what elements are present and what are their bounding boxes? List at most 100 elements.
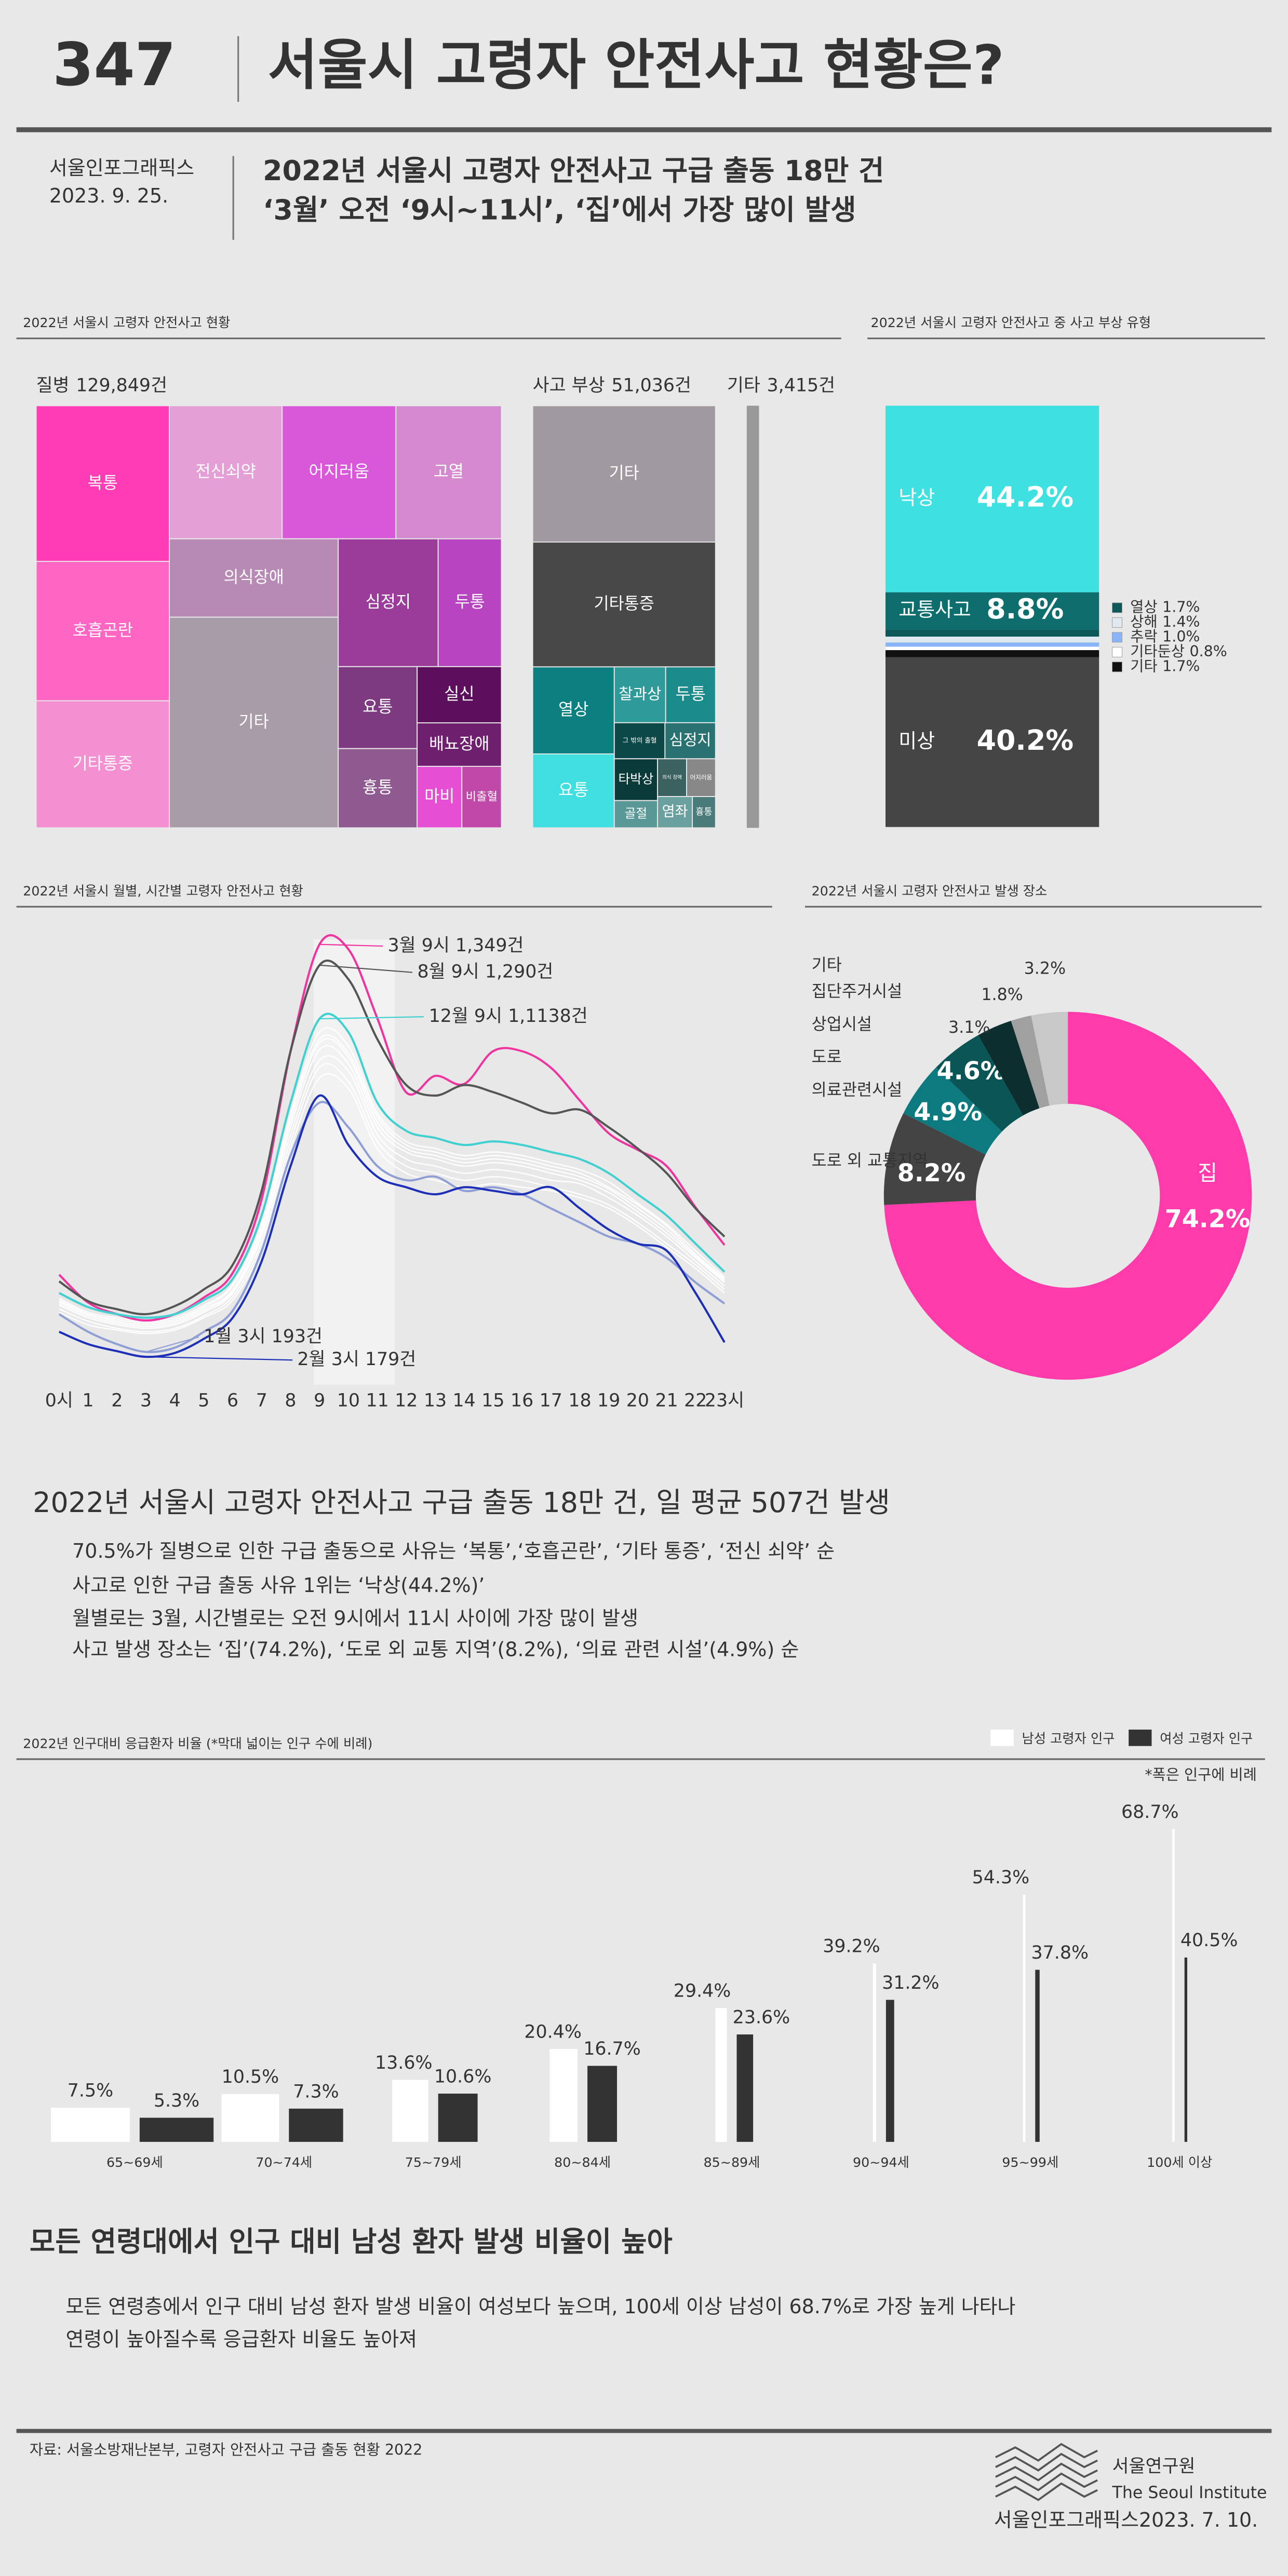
summary-item: 월별로는 3월, 시간별로는 오전 9시에서 11시 사이에 가장 많이 발생 (72, 1607, 638, 1630)
chart-title: 2022년 서울시 월별, 시간별 고령자 안전사고 현황 (23, 884, 303, 899)
treemap-cell (169, 538, 339, 618)
summary-title: 2022년 서울시 고령자 안전사고 구급 출동 18만 건, 일 평균 507… (33, 1486, 890, 1519)
x-tick-label: 3 (140, 1390, 152, 1411)
legend-label: 상해 1.4% (1130, 613, 1200, 630)
cell-label: 염좌 (662, 804, 688, 820)
x-tick-label: 8 (285, 1390, 296, 1411)
cell-label: 실신 (444, 685, 474, 704)
cell-label: 기타 (609, 464, 639, 483)
x-tick-label: 100세 이상 (1147, 2155, 1212, 2170)
chart-title: 2022년 서울시 고령자 안전사고 발생 장소 (812, 884, 1048, 899)
value-label: 74.2% (1165, 1205, 1251, 1233)
value-label: 3.2% (1024, 959, 1066, 978)
annotation: 3월 9시 1,349건 (388, 935, 524, 956)
treemap-cell (664, 722, 716, 760)
bar (51, 2108, 130, 2142)
slice-label: 도로 (812, 1048, 842, 1067)
org-name: 서울연구원 (1112, 2456, 1196, 2477)
annotation: 8월 9시 1,290건 (417, 962, 553, 982)
treemap-cell (613, 666, 666, 723)
x-tick-label: 21 (655, 1390, 678, 1411)
treemap-cell (395, 405, 502, 540)
legend-label: 여성 고령자 인구 (1160, 1731, 1253, 1746)
x-tick-label: 9 (314, 1390, 325, 1411)
cell-label: 기타통증 (594, 595, 654, 613)
pie-slice (883, 1113, 986, 1205)
x-tick-label: 5 (198, 1390, 209, 1411)
summary-item: 사고로 인한 구급 출동 사유 1위는 ‘낙상(44.2%)’ (72, 1574, 485, 1597)
cell-label: 기타 (239, 712, 269, 731)
pie-slice (978, 1020, 1040, 1116)
x-tick-label: 70~74세 (256, 2155, 312, 2170)
x-tick-label: 85~89세 (704, 2155, 760, 2170)
legend-label: 남성 고령자 인구 (1022, 1731, 1115, 1746)
cell-label: 흉통 (363, 778, 393, 797)
bar (736, 2034, 754, 2142)
cell-label: 전신쇠약 (195, 463, 256, 481)
bar (1184, 1957, 1187, 2142)
bar (221, 2094, 279, 2142)
cell-label: 의식장애 (223, 568, 284, 587)
bar-segment (886, 650, 1099, 657)
pie-slice (1031, 1011, 1068, 1106)
bar (549, 2049, 578, 2142)
cell-label: 어지러움 (690, 774, 713, 781)
value-label: 1.8% (981, 986, 1023, 1004)
x-tick-label: 20 (626, 1390, 649, 1411)
value-label: 20.4% (524, 2021, 582, 2042)
chart-title: 2022년 서울시 고령자 안전사고 중 사고 부상 유형 (871, 315, 1151, 330)
bar (139, 2118, 214, 2142)
treemap-cell (613, 722, 666, 760)
pie-slice (884, 1011, 1252, 1380)
value-label: 8.2% (897, 1159, 966, 1188)
annotation: 12월 9시 1,1138건 (429, 1006, 588, 1027)
chart-title: 2022년 인구대비 응급환자 비율 (*막대 넓이는 인구 수에 비례) (23, 1736, 372, 1751)
x-tick-label: 95~99세 (1002, 2155, 1058, 2170)
group-value: 129,849건 (76, 375, 167, 396)
treemap-cell (169, 616, 339, 829)
bar (715, 2008, 727, 2142)
cell-label: 찰과상 (619, 685, 661, 704)
legend-swatch (1112, 662, 1122, 672)
issue-number: 347 (52, 30, 176, 99)
treemap-cell (35, 561, 170, 702)
bar (587, 2066, 618, 2142)
value-label: 8.8% (986, 592, 1064, 625)
cell-label: 타박상 (618, 772, 653, 787)
legend-label: 추락 1.0% (1130, 628, 1200, 645)
value-label: 44.2% (977, 481, 1074, 514)
leader-line (319, 1016, 424, 1020)
cell-label: 복통 (88, 474, 118, 492)
group-label: 기타 3,415건 (727, 375, 835, 396)
source: 자료: 서울소방재난본부, 고령자 안전사고 구급 출동 현황 2022 (30, 2442, 422, 2459)
slice-label: 집단주거시설 (812, 982, 903, 1001)
cell-label: 고열 (434, 463, 464, 481)
leader-line (145, 1336, 199, 1353)
legend-name: 기타둔상 (1130, 643, 1185, 660)
bar-segment (886, 657, 1099, 827)
cell-label: 심정지 (669, 731, 712, 749)
annotation: 1월 3시 193건 (204, 1326, 323, 1347)
slice-label: 도로 외 교통지역 (812, 1151, 928, 1170)
summary-item: 연령이 높아질수록 응급환자 비율도 높아져 (66, 2328, 417, 2351)
x-tick-label: 80~84세 (554, 2155, 611, 2170)
segment-label: 미상 (898, 730, 935, 752)
treemap-cell (532, 666, 615, 754)
bar-segment (886, 646, 1099, 651)
bar-segment (886, 637, 1099, 643)
segment-label: 낙상 (898, 487, 935, 509)
treemap-cell (417, 666, 502, 724)
line (59, 1094, 726, 1358)
publisher: 서울인포그래픽스 (49, 156, 194, 179)
line (59, 1034, 725, 1324)
cell-label: 심정지 (366, 593, 411, 612)
leader-line (319, 943, 383, 947)
legend-value: 0.8% (1190, 643, 1227, 660)
value-label: 31.2% (882, 1973, 940, 1993)
line (59, 1063, 725, 1333)
x-tick-label: 4 (169, 1390, 181, 1411)
bar-segment (886, 406, 1099, 592)
summary-item: 70.5%가 질병으로 인한 구급 출동으로 사유는 ‘복통’,‘호흡곤란’, … (72, 1540, 835, 1562)
x-tick-label: 1 (83, 1390, 94, 1411)
line (58, 934, 726, 1322)
